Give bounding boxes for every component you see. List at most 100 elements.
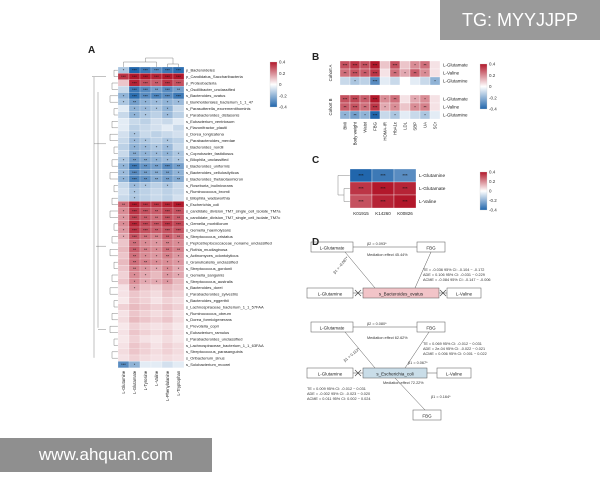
heatmap-c-star: *** bbox=[358, 186, 364, 191]
heatmap-a-cell bbox=[172, 329, 185, 336]
heatmap-a-cell bbox=[172, 182, 185, 189]
heatmap-a-cell bbox=[117, 118, 130, 125]
heatmap-a-star: ** bbox=[122, 202, 126, 207]
heatmap-b-cell-b bbox=[379, 110, 391, 120]
d-bottom-beta2: β2 = 0.080* bbox=[367, 322, 387, 326]
heatmap-a-cell bbox=[172, 335, 185, 343]
heatmap-a-cell bbox=[117, 79, 130, 87]
heatmap-a-cell bbox=[117, 271, 130, 279]
heatmap-a-cell bbox=[128, 124, 141, 132]
cbar-b-bar bbox=[479, 63, 488, 110]
heatmap-a-star: * bbox=[156, 106, 158, 111]
heatmap-a-cell bbox=[172, 316, 185, 324]
heatmap-a-star: *** bbox=[154, 221, 159, 226]
cbar-b-tick: 0 bbox=[489, 84, 492, 89]
heatmap-b-star: *** bbox=[343, 97, 348, 102]
heatmap-a-cell bbox=[172, 143, 185, 151]
heatmap-b-col-label: HOMA-IR bbox=[383, 122, 388, 141]
heatmap-a-star: * bbox=[123, 234, 125, 239]
heatmap-a-row-label: s_Dorea_longicatena bbox=[186, 132, 225, 137]
heatmap-b-cell-b bbox=[399, 94, 411, 104]
heatmap-a-star: * bbox=[134, 106, 136, 111]
heatmap-a-star: * bbox=[167, 157, 169, 162]
heatmap-a-col-label: L-Tryptophan bbox=[176, 370, 181, 395]
heatmap-a-star: *** bbox=[132, 209, 137, 214]
d-bottom-beta1-right: β1 = 0.067* bbox=[408, 361, 428, 365]
heatmap-a-star: *** bbox=[176, 74, 181, 79]
heatmap-a-star: *** bbox=[132, 228, 137, 233]
heatmap-a-row-label: s_Parabacteroides_merdae bbox=[186, 138, 236, 143]
heatmap-a-star: * bbox=[123, 93, 125, 98]
heatmap-c-star: *** bbox=[402, 186, 408, 191]
cbar-a-tick: -0.2 bbox=[279, 93, 287, 98]
heatmap-a-star: * bbox=[134, 189, 136, 194]
heatmap-b-cell-a bbox=[379, 60, 391, 70]
heatmap-a-cell bbox=[172, 118, 185, 125]
heatmap-a-star: * bbox=[123, 209, 125, 214]
heatmap-a-cell bbox=[139, 316, 152, 324]
heatmap-a-row-label: s_Lachnospiraceae_bacterium_1_1_63FAA bbox=[186, 343, 264, 348]
heatmap-a-row-label: s_Bilophila_unclassified bbox=[186, 157, 228, 162]
heatmap-a-row-label: s_Bilophila_wadsworthia bbox=[186, 196, 231, 201]
heatmap-a-star: *** bbox=[176, 68, 181, 73]
heatmap-a-cell bbox=[139, 303, 152, 311]
heatmap-a-cell bbox=[117, 342, 130, 349]
heatmap-b-star: ** bbox=[363, 71, 367, 76]
heatmap-a-col-label: L-Glutamate bbox=[132, 370, 137, 394]
heatmap-b-star: *** bbox=[373, 71, 378, 76]
heatmap-b-star: ** bbox=[423, 63, 427, 68]
cbar-c-bar bbox=[479, 171, 488, 211]
d-bottom-species: s_Escherichia_coli bbox=[376, 372, 413, 377]
d-bottom-stat-l0: TE = 0.009 95% CI: -0.012 ~ 0.031 bbox=[307, 387, 366, 391]
heatmap-a-star: ** bbox=[155, 228, 159, 233]
heatmap-b-star: * bbox=[394, 113, 396, 118]
heatmap-b-cell-a bbox=[389, 76, 401, 86]
heatmap-a-cell bbox=[161, 284, 174, 292]
heatmap-c-star: *** bbox=[358, 173, 364, 178]
heatmap-a-cell bbox=[150, 303, 163, 311]
cbar-a-tick: 0.2 bbox=[279, 71, 286, 76]
heatmap-a-star: ** bbox=[155, 81, 159, 86]
heatmap-a-star: * bbox=[167, 145, 169, 150]
heatmap-a-star: *** bbox=[154, 202, 159, 207]
heatmap-a-cell bbox=[117, 354, 130, 362]
heatmap-a-cell bbox=[117, 130, 130, 138]
heatmap-a-star: ** bbox=[155, 177, 159, 182]
heatmap-a-row-label: s_candidate_division_TM7_single_cell_iso… bbox=[186, 208, 281, 213]
heatmap-a-cell bbox=[172, 303, 185, 311]
heatmap-a-cell bbox=[172, 310, 185, 317]
heatmap-a-cell bbox=[161, 297, 174, 304]
heatmap-a-star: ** bbox=[177, 234, 181, 239]
heatmap-a-star: * bbox=[123, 164, 125, 169]
heatmap-a-cell bbox=[150, 310, 163, 317]
d-bottom-stat-l1: ADE = -0.002 95% CI: -0.023 ~ 0.020 bbox=[307, 392, 370, 396]
cbar-a-tick: 0 bbox=[279, 82, 282, 87]
heatmap-a-star: *** bbox=[165, 221, 170, 226]
heatmap-a-row-label: s_Solobacterium_moorei bbox=[186, 362, 230, 367]
heatmap-a-cell bbox=[172, 105, 185, 112]
heatmap-a-row-label: s_Streptococcus_gordonii bbox=[186, 266, 232, 271]
heatmap-c-col-label: K14260 bbox=[375, 211, 391, 216]
heatmap-a-star: ** bbox=[133, 247, 137, 252]
heatmap-a-star: * bbox=[156, 145, 158, 150]
heatmap-b-star: *** bbox=[353, 97, 358, 102]
d-top-beta1: β1 = -0.087* bbox=[333, 256, 350, 275]
heatmap-a-cell bbox=[139, 130, 152, 138]
heatmap-a-row-label: s_Gemella_sanguinis bbox=[186, 272, 224, 277]
heatmap-a-cell bbox=[128, 354, 141, 362]
heatmap-a-row-label: s_Ruminococcus_bromii bbox=[186, 189, 230, 194]
heatmap-b-star: *** bbox=[373, 113, 378, 118]
heatmap-a-cell bbox=[172, 290, 185, 298]
heatmap-b-row-label: L-Glutamine bbox=[443, 79, 468, 84]
heatmap-a-cell bbox=[161, 348, 174, 356]
d-bottom-mediation-lower: Mediation effect 72.22% bbox=[383, 381, 424, 385]
d-bottom-beta1-left: β1 = 0.113* bbox=[343, 347, 361, 363]
heatmap-a-row-label: s_Actinomyces_odontolyticus bbox=[186, 253, 238, 258]
heatmap-a-cell bbox=[150, 297, 163, 304]
heatmap-b-star: ** bbox=[343, 71, 347, 76]
dendrogram-c bbox=[337, 175, 350, 202]
heatmap-a-cell bbox=[128, 342, 141, 349]
heatmap-a-star: * bbox=[145, 113, 147, 118]
heatmap-b-col-label: FBG bbox=[373, 121, 378, 130]
heatmap-b-star: ** bbox=[363, 105, 367, 110]
